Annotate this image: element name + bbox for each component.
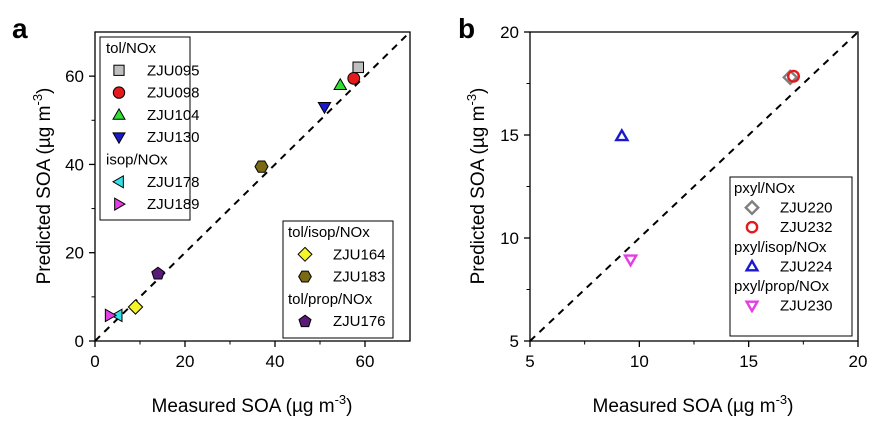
legend-bottom-right: tol/isop/NOx ZJU164 ZJU183 tol/prop/NOx ZJU1… bbox=[282, 220, 394, 339]
y-tick-label: 5 bbox=[510, 332, 519, 351]
legend-marker-zju098 bbox=[112, 86, 126, 99]
legend-bottom-right: pxyl/NOx ZJU220 ZJU232 pxyl/isop/NOx ZJU224 p… bbox=[729, 176, 853, 337]
legend-marker-zju095 bbox=[113, 64, 125, 76]
legend-entry-label: ZJU130 bbox=[147, 129, 200, 146]
plot-frame bbox=[94, 31, 411, 342]
legend-entry-label: ZJU098 bbox=[147, 85, 200, 102]
panel-label: a bbox=[12, 13, 28, 44]
legend-group-title: tol/prop/NOx bbox=[288, 291, 373, 308]
legend-marker-zju176 bbox=[298, 314, 312, 328]
x-axis-label: Measured SOA (µg m-3) bbox=[593, 392, 794, 417]
legend-entry-label: ZJU104 bbox=[147, 107, 200, 124]
y-tick-label: 10 bbox=[500, 229, 519, 248]
panel-label: b bbox=[458, 13, 475, 44]
legend-marker-zju220 bbox=[744, 199, 760, 216]
legend-entry-label: ZJU095 bbox=[147, 62, 200, 79]
legend-top-left: tol/NOx ZJU095 ZJU098 ZJU104 ZJU130 isop/NOx Z… bbox=[99, 36, 200, 221]
data-point-zju098 bbox=[347, 71, 361, 85]
data-point-zju183 bbox=[254, 160, 269, 173]
legend-group-title: pxyl/isop/NOx bbox=[734, 239, 827, 256]
legend-entry-label: ZJU232 bbox=[780, 219, 833, 236]
y-tick-label: 40 bbox=[65, 155, 84, 174]
legend-entry-label: ZJU189 bbox=[147, 196, 200, 213]
legend-entry-label: ZJU176 bbox=[333, 313, 386, 330]
legend-marker-zju189 bbox=[114, 197, 126, 211]
y-tick-label: 15 bbox=[500, 126, 519, 145]
legend-marker-zju178 bbox=[112, 174, 124, 189]
y-axis-label: Predicted SOA (µg m-3) bbox=[464, 88, 489, 285]
legend-entry-label: ZJU230 bbox=[780, 298, 833, 315]
x-tick-label: 20 bbox=[176, 352, 195, 371]
panel-a: 0 20 40 60 0 20 40 60 Measured SOA (µg m-3) Predi… bbox=[12, 13, 411, 417]
data-point-zju164 bbox=[127, 299, 144, 315]
legend-entry-label: ZJU220 bbox=[780, 200, 833, 217]
legend-group-title: pxyl/NOx bbox=[734, 180, 795, 197]
legend-marker-zju224 bbox=[744, 258, 760, 272]
x-tick-label: 40 bbox=[266, 352, 285, 371]
legend-group-title: tol/isop/NOx bbox=[288, 224, 370, 241]
data-point-zju176 bbox=[151, 266, 165, 280]
data-point-zju095 bbox=[352, 61, 365, 74]
legend-group-title: isop/NOx bbox=[106, 152, 168, 169]
y-tick-label: 20 bbox=[65, 244, 84, 263]
legend-entry-label: ZJU178 bbox=[147, 174, 200, 191]
x-tick-label: 15 bbox=[739, 352, 758, 371]
data-point-zju230 bbox=[622, 254, 639, 268]
legend-entry-label: ZJU164 bbox=[333, 246, 386, 263]
x-tick-label: 10 bbox=[630, 352, 649, 371]
legend-marker-zju230 bbox=[744, 300, 760, 314]
y-tick-label: 60 bbox=[65, 67, 84, 86]
one-to-one-line bbox=[529, 31, 859, 342]
data-point-zju104 bbox=[333, 77, 348, 90]
legend-group-title: pxyl/prop/NOx bbox=[734, 278, 830, 295]
x-tick-label: 5 bbox=[525, 352, 534, 371]
panel-b: 5 10 15 20 5 10 15 20 Measured SOA (µg m-3) Predi… bbox=[458, 13, 867, 417]
legend-group-title: tol/NOx bbox=[106, 40, 157, 57]
x-axis-label: Measured SOA (µg m-3) bbox=[152, 392, 353, 417]
y-tick-label: 0 bbox=[75, 332, 84, 351]
data-point-zju220 bbox=[782, 69, 799, 86]
legend-marker-zju130 bbox=[112, 132, 126, 145]
legend-entry-label: ZJU183 bbox=[333, 269, 386, 286]
data-point-zju130 bbox=[317, 102, 332, 115]
legend-entry-label: ZJU224 bbox=[780, 258, 833, 275]
x-tick-label: 60 bbox=[356, 352, 375, 371]
x-tick-label: 0 bbox=[90, 352, 99, 371]
legend-marker-zju183 bbox=[298, 270, 312, 283]
data-point-zju189 bbox=[104, 308, 118, 323]
legend-marker-zju104 bbox=[112, 107, 126, 120]
legend-marker-zju164 bbox=[297, 246, 313, 262]
y-tick-label: 20 bbox=[500, 23, 519, 42]
data-point-zju224 bbox=[614, 128, 630, 142]
x-tick-label: 20 bbox=[849, 352, 868, 371]
legend-marker-zju232 bbox=[745, 220, 759, 234]
y-axis-label: Predicted SOA (µg m-3) bbox=[30, 88, 55, 285]
data-point-zju232 bbox=[786, 69, 801, 83]
